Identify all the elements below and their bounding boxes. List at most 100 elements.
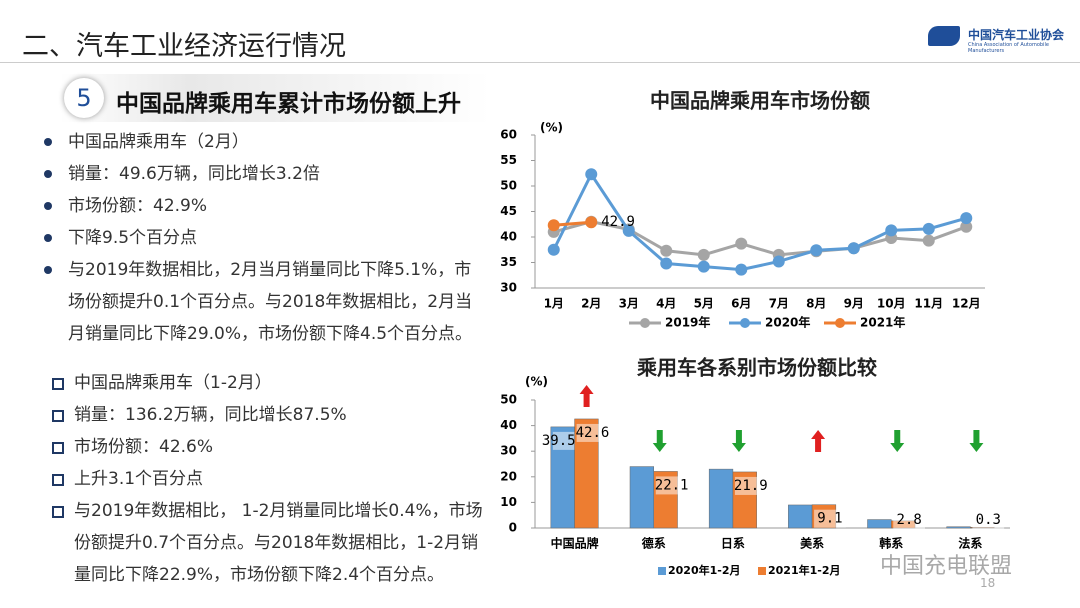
x-tick-label: 1月 xyxy=(544,297,564,311)
x-tick-label: 日系 xyxy=(721,536,745,551)
y-tick-label: 10 xyxy=(500,495,517,509)
legend-swatch xyxy=(658,567,666,575)
x-tick-label: 10月 xyxy=(877,297,906,311)
bullet-marker xyxy=(52,442,64,454)
logo-icon xyxy=(928,26,960,46)
y-tick-label: 50 xyxy=(500,179,517,193)
x-tick-label: 5月 xyxy=(694,297,714,311)
x-tick-label: 4月 xyxy=(656,297,676,311)
x-tick-label: 9月 xyxy=(844,297,864,311)
legend-swatch xyxy=(758,567,766,575)
legend-label: 2019年 xyxy=(665,315,710,330)
section-band xyxy=(60,74,490,122)
y-tick-label: 40 xyxy=(500,230,517,244)
data-point xyxy=(622,224,635,237)
label-bg xyxy=(972,511,1005,529)
x-tick-label: 8月 xyxy=(806,297,826,311)
bullet: 与2019年数据相比， 1-2月销量同比增长0.4%，市场份额提升0.7个百分点… xyxy=(44,495,486,591)
data-point xyxy=(585,216,598,229)
legend-label: 2021年1-2月 xyxy=(768,563,841,577)
label-bg xyxy=(576,423,609,442)
bullet: 市场份额：42.6% xyxy=(44,431,486,463)
chart-title: 中国品牌乘用车市场份额 xyxy=(650,89,870,113)
label-bg xyxy=(734,476,767,495)
bullet-text: 市场份额：42.6% xyxy=(74,437,214,457)
data-point xyxy=(772,255,785,268)
x-tick-label: 法系 xyxy=(958,536,982,551)
bullet-marker xyxy=(44,170,52,178)
slide-title: 二、汽车工业经济运行情况 xyxy=(22,31,346,62)
change-arrow xyxy=(969,430,984,452)
bar xyxy=(788,504,813,529)
line-series xyxy=(553,220,967,257)
bullet-text: 下降9.5个百分点 xyxy=(68,228,198,248)
x-tick-label: 7月 xyxy=(769,297,789,311)
logo-text-en: China Association of Automobile Manufact… xyxy=(968,42,1049,54)
bullet-marker xyxy=(44,266,52,274)
bullet-text: 与2019年数据相比， 1-2月销量同比增长0.4%，市场份额提升0.7个百分点… xyxy=(74,501,483,585)
data-point xyxy=(547,219,560,232)
data-point xyxy=(885,224,898,237)
bullet-marker xyxy=(44,234,52,242)
bullet: 下降9.5个百分点 xyxy=(44,222,488,254)
change-arrow xyxy=(890,430,905,452)
logo-text: 中国汽车工业协会 xyxy=(968,28,1065,42)
section-title: 中国品牌乘用车累计市场份额上升 xyxy=(116,91,461,117)
bullet-marker xyxy=(52,410,64,422)
y-tick-label: 55 xyxy=(500,153,517,167)
data-label: 22.1 xyxy=(655,477,689,493)
data-point xyxy=(960,220,973,233)
data-point xyxy=(547,243,560,256)
bar xyxy=(574,418,599,529)
y-tick-label: 30 xyxy=(500,281,517,295)
change-arrow xyxy=(652,430,667,452)
bullet-text: 销量：136.2万辆，同比增长87.5% xyxy=(74,405,347,425)
legend-label: 2020年1-2月 xyxy=(668,563,741,577)
bar xyxy=(708,468,734,529)
y-tick-label: 35 xyxy=(500,255,517,269)
bar xyxy=(946,526,971,529)
y-tick-label: 40 xyxy=(500,418,517,432)
x-tick-label: 3月 xyxy=(619,297,639,311)
y-tick-label: 20 xyxy=(500,469,517,483)
y-tick-label: 0 xyxy=(509,521,517,535)
bullet: 市场份额：42.9% xyxy=(44,190,488,222)
bar xyxy=(629,466,654,529)
data-point xyxy=(922,222,935,235)
bar xyxy=(867,519,892,529)
divider xyxy=(0,62,1080,63)
line-series xyxy=(552,171,967,272)
x-tick-label: 德系 xyxy=(642,536,666,551)
data-point xyxy=(810,244,823,257)
x-tick-label: 6月 xyxy=(731,297,751,311)
legend-label: 2021年 xyxy=(860,315,905,330)
bullet-marker xyxy=(52,506,64,518)
data-point xyxy=(735,237,748,250)
bullet-text: 与2019年数据相比，2月当月销量同比下降5.1%，市场份额提升0.1个百分点。… xyxy=(68,260,473,344)
y-tick-label: 30 xyxy=(500,444,517,458)
data-point xyxy=(697,260,710,273)
bullet-marker xyxy=(44,138,52,146)
section-number: 5 xyxy=(64,78,104,118)
data-point xyxy=(660,257,673,270)
change-arrow xyxy=(811,430,826,452)
bullet: 上升3.1个百分点 xyxy=(44,463,486,495)
label-bg xyxy=(814,509,846,528)
bullet: 与2019年数据相比，2月当月销量同比下降5.1%，市场份额提升0.1个百分点。… xyxy=(44,254,488,350)
bullet: 销量：136.2万辆，同比增长87.5% xyxy=(44,399,486,431)
data-label: 39.5 xyxy=(542,433,576,449)
data-label: 9.1 xyxy=(817,511,842,527)
bullet: 中国品牌乘用车（2月） xyxy=(44,126,488,158)
x-tick-label: 12月 xyxy=(952,297,981,311)
data-point xyxy=(585,168,598,181)
data-point xyxy=(735,263,748,276)
bullet-text: 中国品牌乘用车（2月） xyxy=(68,132,249,152)
x-tick-label: 韩系 xyxy=(879,536,903,551)
legend-swatch xyxy=(640,318,650,328)
change-arrow xyxy=(579,384,594,407)
change-arrow xyxy=(731,430,746,452)
bullet: 销量：49.6万辆，同比增长3.2倍 xyxy=(44,158,488,190)
y-tick-label: 50 xyxy=(500,393,517,407)
